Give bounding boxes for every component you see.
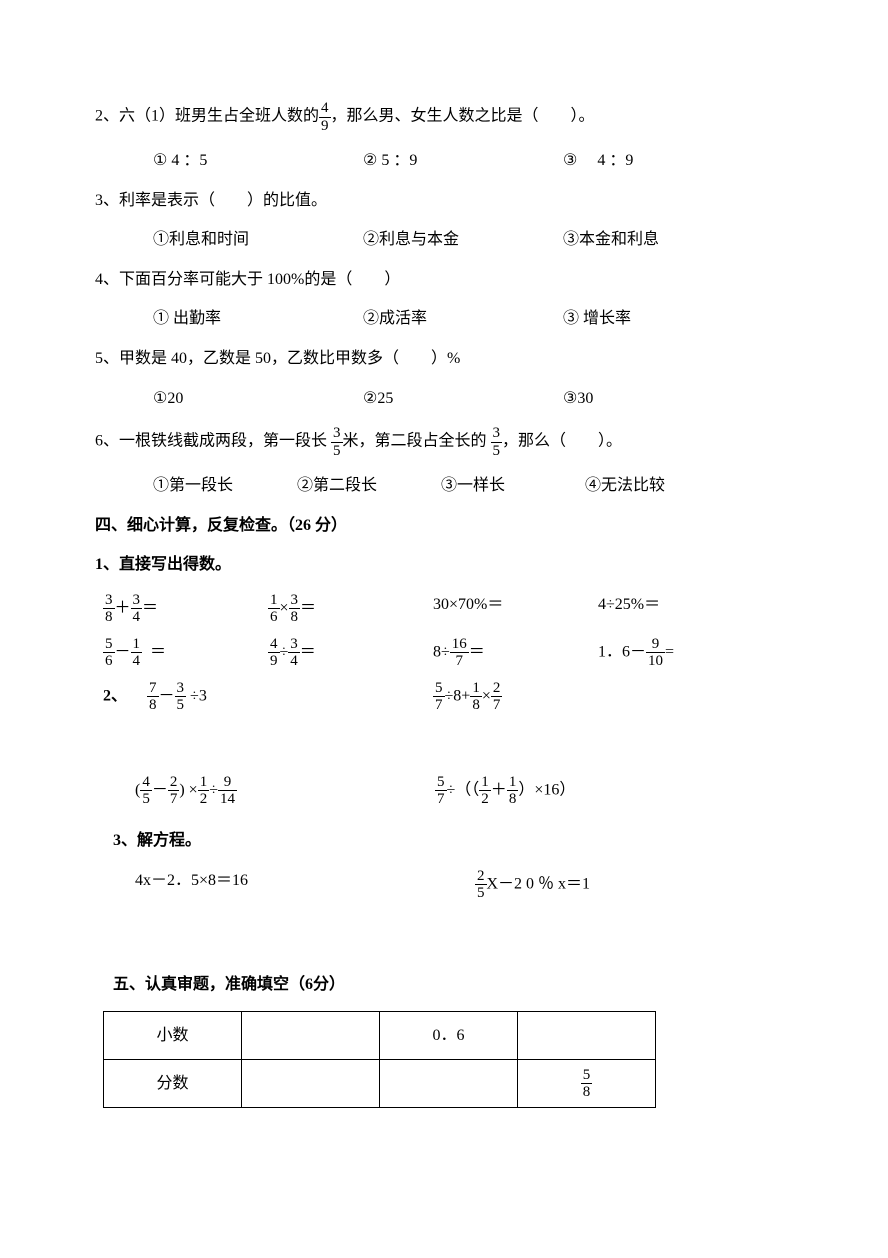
q4-options: ① 出勤率 ②成活率 ③ 增长率 [95,306,793,332]
q6-f2: 35 [491,425,503,459]
q4-text: 4、下面百分率可能大于 100%的是（ ） [95,267,793,293]
q6-opt4: ④无法比较 [585,473,665,499]
q6-f1: 35 [331,425,343,459]
calc-r2c3: 8÷167＝ [433,636,598,670]
q4-opt1: ① 出勤率 [153,306,363,332]
cell-empty [518,1012,656,1060]
q2-prefix: 2、六（1）班男生占全班人数的 [95,108,319,125]
calc-r1c1: 38＋34＝ [103,592,268,626]
q2-frac: 49 [319,100,331,134]
calc-row-3: 2、 78－35 ÷3 57÷8+18×27 [95,680,793,714]
cell-decimal-label: 小数 [104,1012,242,1060]
q4-opt3: ③ 增长率 [563,306,713,332]
q6-mid: 米，第二段占全长的 [343,433,491,450]
q5-opt1: ①20 [153,386,363,412]
calc-r4c1: (45－27) ×12÷914 [135,774,435,808]
cell-empty [380,1060,518,1108]
q2-options: ① 4 ：5 ② 5 ：9 ③ 4 ：9 [95,148,793,174]
calc-r4c2: 57÷（（12＋18）×16） [435,774,575,808]
q5-options: ①20 ②25 ③30 [95,386,793,412]
cell-empty [242,1012,380,1060]
calc-r1c3: 30×70%＝ [433,592,598,626]
s4-sub2: 2、 [103,688,127,705]
calc-r1c4: 4÷25%＝ [598,592,763,626]
q2-opt3: ③ 4 ：9 [563,148,713,174]
q3-opt3: ③本金和利息 [563,227,713,253]
calc-r3c1: 2、 78－35 ÷3 [103,680,433,714]
q6-prefix: 6、一根铁线截成两段，第一段长 [95,433,331,450]
cell-fraction-val: 58 [518,1060,656,1108]
calc-r2c2: 49÷34＝ [268,636,433,670]
calc-row-1: 38＋34＝ 16×38＝ 30×70%＝ 4÷25%＝ [95,592,793,626]
q6-opt2: ②第二段长 [297,473,437,499]
s4-sub1: 1、直接写出得数。 [95,552,793,578]
calc-r2c4: 1．6－910= [598,636,763,670]
q6-text: 6、一根铁线截成两段，第一段长 35米，第二段占全长的 35，那么（ ）。 [95,425,793,459]
eq2: 25X－2 0 ％ x＝1 [475,868,590,902]
eq1: 4x－2．5×8＝16 [135,868,475,902]
cell-decimal-val: 0．6 [380,1012,518,1060]
table-row: 小数 0．6 [104,1012,656,1060]
q6-opt1: ①第一段长 [153,473,293,499]
q5-opt3: ③30 [563,386,713,412]
table-row: 分数 58 [104,1060,656,1108]
cell-empty [242,1060,380,1108]
q2-text: 2、六（1）班男生占全班人数的49，那么男、女生人数之比是（ ）。 [95,100,793,134]
calc-r1c2: 16×38＝ [268,592,433,626]
s5-title: 五、认真审题，准确填空（6分） [95,972,793,998]
q6-opt3: ③一样长 [441,473,581,499]
q4-opt2: ②成活率 [363,306,563,332]
s4-title: 四、细心计算，反复检查。（26 分） [95,513,793,539]
data-table: 小数 0．6 分数 58 [103,1011,656,1108]
q6-suffix: ，那么（ ）。 [502,433,622,450]
calc-r3c2: 57÷8+18×27 [433,680,502,714]
q5-text: 5、甲数是 40，乙数是 50，乙数比甲数多（ ）% [95,346,793,372]
q5-opt2: ②25 [363,386,563,412]
s4-sub3: 3、解方程。 [95,828,793,854]
cell-fraction-label: 分数 [104,1060,242,1108]
equation-row: 4x－2．5×8＝16 25X－2 0 ％ x＝1 [95,868,793,902]
q3-options: ①利息和时间 ②利息与本金 ③本金和利息 [95,227,793,253]
q2-suffix: ，那么男、女生人数之比是（ ）。 [331,108,595,125]
calc-row-2: 56－14 ＝ 49÷34＝ 8÷167＝ 1．6－910= [95,636,793,670]
q6-options: ①第一段长 ②第二段长 ③一样长 ④无法比较 [95,473,793,499]
calc-r2c1: 56－14 ＝ [103,636,268,670]
q3-opt1: ①利息和时间 [153,227,363,253]
q3-opt2: ②利息与本金 [363,227,563,253]
q3-text: 3、利率是表示（ ）的比值。 [95,188,793,214]
q2-opt2: ② 5 ：9 [363,148,563,174]
calc-row-4: (45－27) ×12÷914 57÷（（12＋18）×16） [95,774,793,808]
q2-opt1: ① 4 ：5 [153,148,363,174]
